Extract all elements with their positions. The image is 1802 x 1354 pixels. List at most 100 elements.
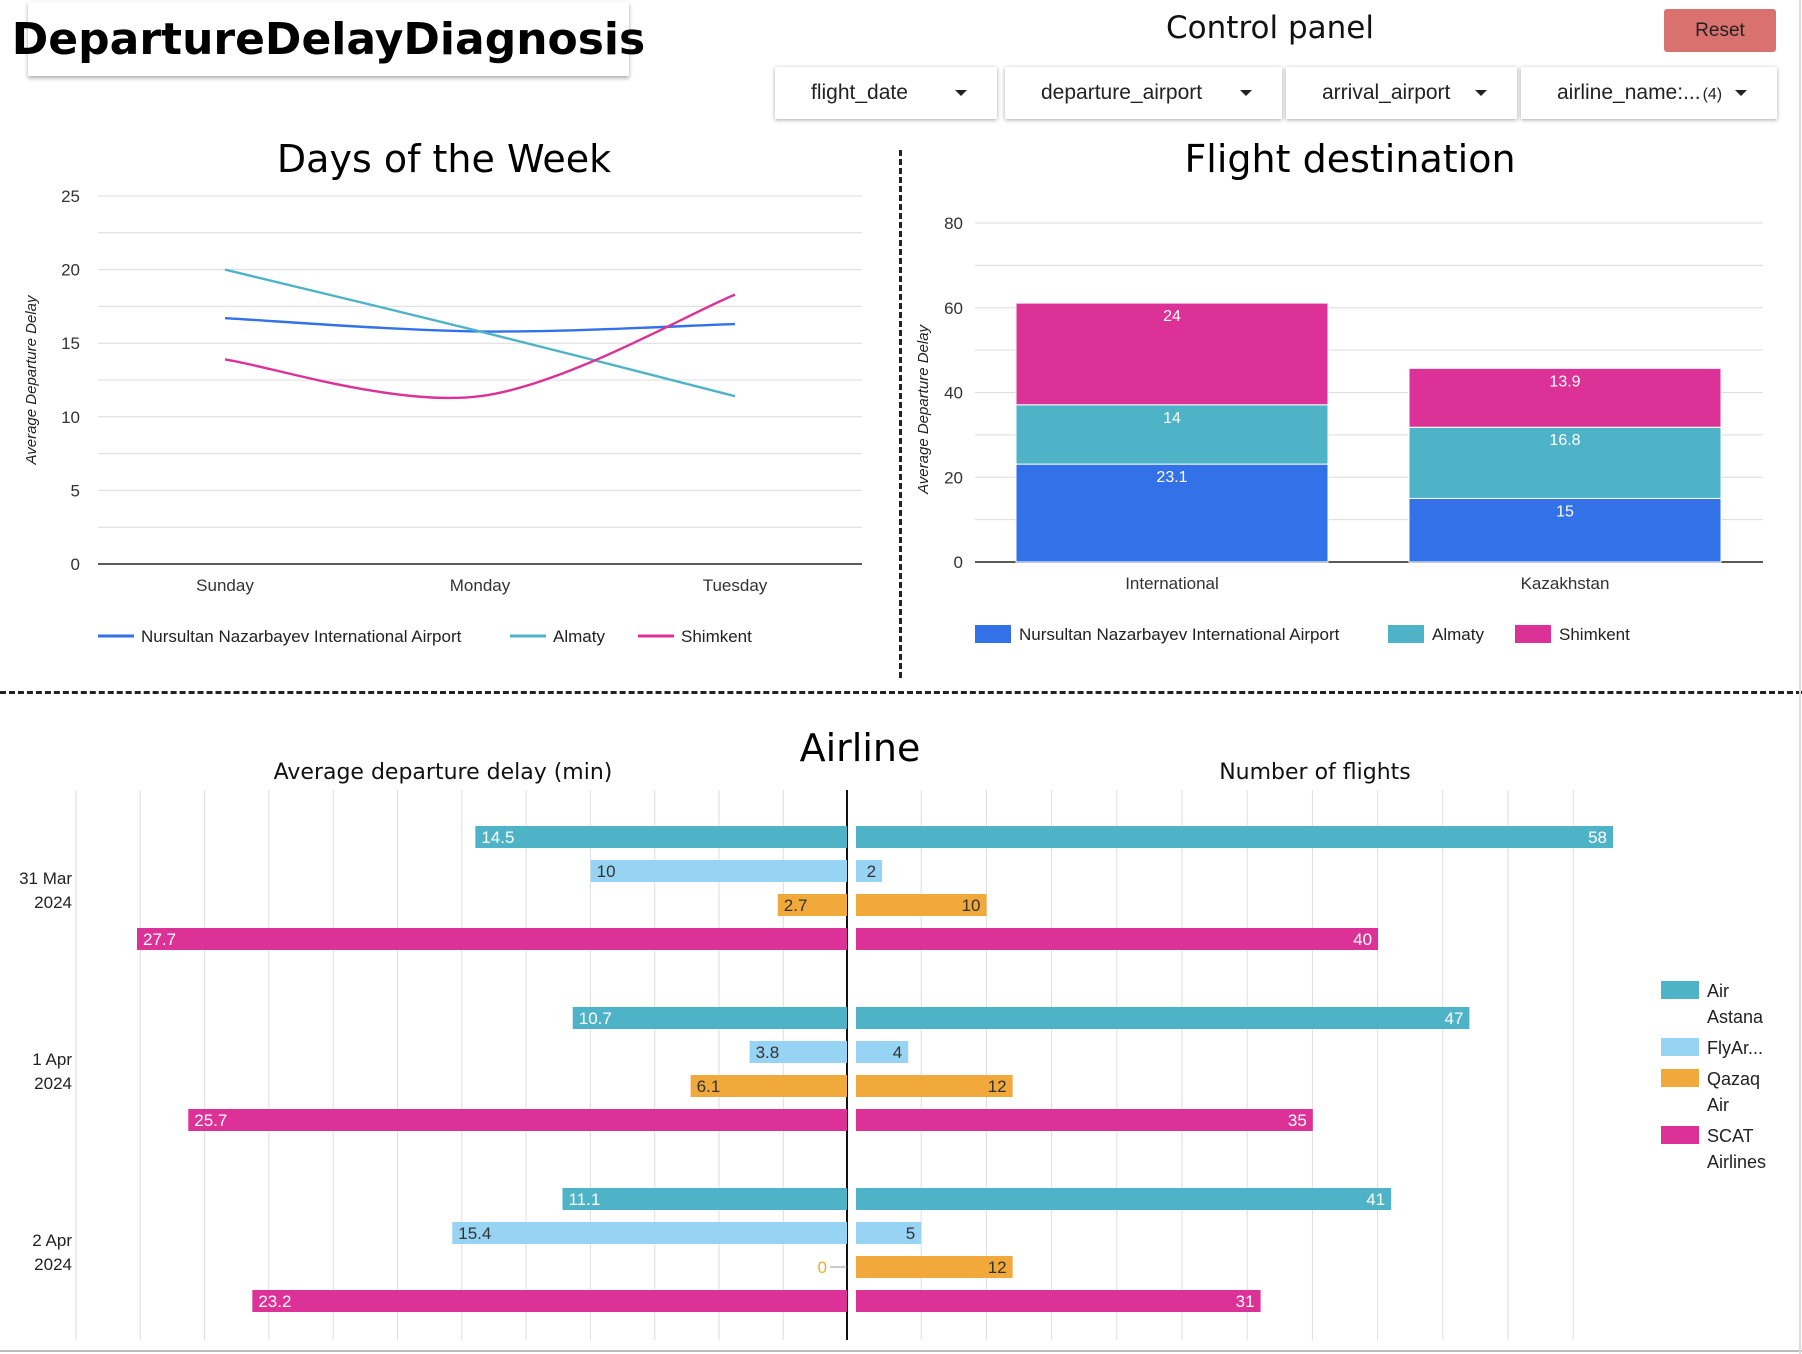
flights-data-label: 12 [988, 1258, 1007, 1277]
chevron-down-icon [1240, 90, 1252, 96]
delay-data-label: 0 [818, 1258, 827, 1277]
flights-data-label: 47 [1445, 1009, 1464, 1028]
legend-label: Air [1707, 981, 1729, 1001]
control-panel-title: Control panel [1166, 10, 1374, 46]
y-tick-label: 20 [944, 468, 963, 487]
bar-segment [1408, 426, 1722, 499]
delay-bar [475, 826, 847, 848]
delay-bar [137, 928, 847, 950]
legend-swatch [1661, 1038, 1699, 1056]
destination-chart-title: Flight destination [1184, 137, 1516, 181]
series-line-0 [224, 316, 736, 333]
flights-bar [856, 1188, 1392, 1210]
flights-data-label: 58 [1588, 828, 1607, 847]
legend-swatch [1661, 1069, 1699, 1087]
filter-label: airline_name:... (4) [1557, 81, 1723, 104]
x-tick-label: Tuesday [703, 576, 768, 595]
legend-label: Almaty [553, 627, 605, 646]
filter-arrival-airport[interactable]: arrival_airport [1286, 67, 1517, 119]
filter-label: departure_airport [1041, 81, 1203, 104]
vertical-divider [899, 150, 902, 678]
y-tick-label: 0 [71, 555, 80, 574]
y-axis-label: Average Departure Delay [23, 294, 40, 465]
bar-segment [1015, 404, 1329, 465]
delay-bar [590, 860, 847, 882]
data-label: 16.8 [1549, 432, 1580, 449]
legend-swatch [975, 625, 1011, 643]
legend-label: Shimkent [681, 627, 752, 646]
flight-destination-stacked-bar-chart: 0 20 40 60 80 Average Departure Delay 23.1 14 24… [915, 214, 1763, 644]
chevron-down-icon [1475, 90, 1487, 96]
category-label: 2024 [34, 893, 72, 912]
delay-bar [562, 1188, 847, 1210]
flights-data-label: 31 [1236, 1292, 1255, 1311]
delay-bar [777, 894, 847, 916]
category-label: 2 Apr [32, 1231, 72, 1250]
delay-bar [749, 1041, 847, 1063]
filter-departure-airport[interactable]: departure_airport [1005, 67, 1282, 119]
chevron-down-icon [955, 90, 967, 96]
x-tick-label: Sunday [196, 576, 254, 595]
legend-swatch [1388, 625, 1424, 643]
delay-bar [188, 1109, 847, 1131]
legend-label: Almaty [1432, 625, 1484, 644]
dashboard-title-card: DepartureDelayDiagnosis [12, 2, 645, 76]
delay-data-label: 15.4 [458, 1224, 491, 1243]
days-chart-title: Days of the Week [276, 137, 612, 181]
y-tick-label: 5 [71, 481, 80, 500]
dashboard-title: DepartureDelayDiagnosis [11, 13, 646, 65]
flights-bar [856, 928, 1379, 950]
category-label: 2024 [34, 1255, 72, 1274]
flights-data-label: 41 [1366, 1190, 1385, 1209]
y-tick-label: 15 [61, 334, 80, 353]
x-tick-label: Kazakhstan [1521, 574, 1610, 593]
y-tick-label: 80 [944, 214, 963, 233]
delay-data-label: 14.5 [481, 828, 514, 847]
legend-swatch [1661, 1126, 1699, 1144]
legend-label: Air [1707, 1095, 1729, 1115]
y-tick-label: 25 [61, 187, 80, 206]
flights-bar [856, 894, 987, 916]
delay-bar [252, 1290, 847, 1312]
flights-bar [856, 1007, 1470, 1029]
series-line-2 [224, 293, 736, 400]
flights-data-label: 10 [962, 896, 981, 915]
legend-label: Shimkent [1559, 625, 1630, 644]
flights-bar [856, 1222, 922, 1244]
flights-bar [856, 826, 1613, 848]
data-label: 13.9 [1549, 373, 1580, 390]
data-label: 23.1 [1156, 469, 1187, 486]
delay-data-label: 3.8 [756, 1043, 780, 1062]
filter-label: flight_date [811, 81, 908, 104]
delay-data-label: 25.7 [194, 1111, 227, 1130]
delay-data-label: 27.7 [143, 930, 176, 949]
delay-data-label: 10 [597, 862, 616, 881]
legend-label: Nursultan Nazarbayev International Airpo… [141, 627, 462, 646]
series-line-1 [224, 268, 736, 398]
legend-label: Astana [1707, 1007, 1764, 1027]
flights-data-label: 40 [1353, 930, 1372, 949]
flights-bar [856, 1041, 909, 1063]
y-axis-label: Average Departure Delay [915, 323, 932, 494]
reset-button[interactable]: Reset [1664, 9, 1776, 52]
y-tick-label: 10 [61, 408, 80, 427]
flights-bar [856, 1109, 1313, 1131]
filter-label: arrival_airport [1322, 81, 1451, 104]
filter-flight-date[interactable]: flight_date [775, 67, 997, 119]
y-tick-label: 0 [954, 553, 963, 572]
data-label: 15 [1556, 503, 1574, 520]
chevron-down-icon [1735, 90, 1747, 96]
filter-airline-name[interactable]: airline_name:... (4) [1521, 67, 1777, 119]
bar-segment [1015, 302, 1329, 406]
delay-bar [452, 1222, 847, 1244]
legend-label: FlyAr... [1707, 1038, 1763, 1058]
bar-segment [1408, 497, 1722, 563]
bottom-border [0, 1350, 1802, 1352]
flights-data-label: 12 [988, 1077, 1007, 1096]
bar-segment [1408, 367, 1722, 428]
category-label: 1 Apr [32, 1050, 72, 1069]
delay-data-label: 11.1 [568, 1190, 600, 1209]
flights-data-label: 5 [906, 1224, 915, 1243]
category-label: 2024 [34, 1074, 72, 1093]
horizontal-divider [0, 691, 1802, 694]
